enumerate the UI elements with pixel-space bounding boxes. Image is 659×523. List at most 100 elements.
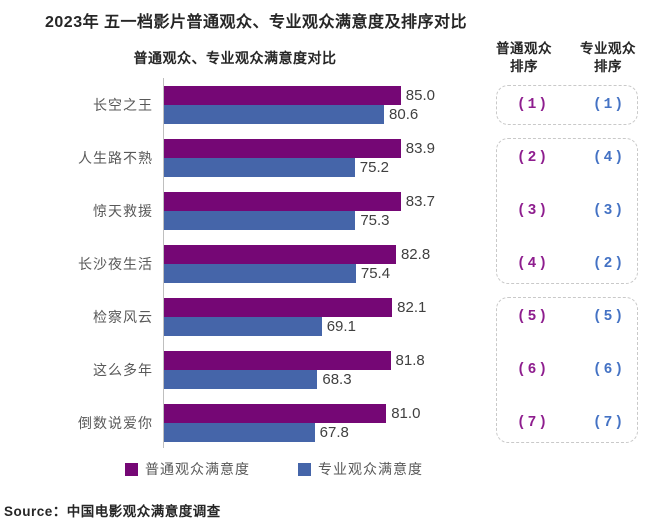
chart-row: 检察风云 82.1 69.1 [0,298,470,336]
bar-pair: 82.8 75.4 [164,245,435,283]
bar-line: 82.8 [164,245,435,264]
legend: 普通观众满意度 专业观众满意度 [125,459,423,479]
rank-header-ordinary-line1: 普通观众 [496,41,552,56]
chart-row: 惊天救援 83.7 75.3 [0,192,470,230]
rank-value-ordinary: (2) [516,150,550,166]
rank-header-ordinary: 普通观众 排序 [482,40,566,76]
value-label-professional: 67.8 [319,424,349,441]
bar-line: 75.4 [164,264,435,283]
bar-pair: 83.9 75.2 [164,139,435,177]
chart-title: 普通观众、专业观众满意度对比 [133,50,337,66]
value-label-professional: 80.6 [389,106,419,123]
category-label: 惊天救援 [93,203,153,219]
bar-line: 81.0 [164,404,435,423]
bar-professional [164,423,315,442]
bar-ordinary [164,351,391,370]
bar-ordinary [164,139,401,158]
value-label-ordinary: 85.0 [405,87,435,104]
category-label: 这么多年 [93,362,153,378]
category-label: 长空之王 [93,97,153,113]
rank-group-box [496,138,638,284]
legend-item-ordinary: 普通观众满意度 [125,459,250,479]
bar-line: 83.7 [164,192,435,211]
category-label: 长沙夜生活 [78,256,153,272]
bar-line: 75.2 [164,158,435,177]
value-label-professional: 69.1 [326,318,356,335]
chart-row: 长空之王 85.0 80.6 [0,86,470,124]
value-label-professional: 75.3 [360,212,390,229]
value-label-ordinary: 81.0 [391,405,421,422]
chart-row: 倒数说爱你 81.0 67.8 [0,404,470,442]
rank-value-professional: (3) [592,203,626,219]
bar-pair: 83.7 75.3 [164,192,435,230]
chart-row: 长沙夜生活 82.8 75.4 [0,245,470,283]
value-label-ordinary: 82.1 [397,299,427,316]
bar-pair: 81.0 67.8 [164,404,435,442]
category-label: 检察风云 [93,309,153,325]
legend-item-professional: 专业观众满意度 [298,459,423,479]
y-axis-line [163,78,164,448]
bar-ordinary [164,298,393,317]
rank-header-professional-line1: 专业观众 [580,41,636,56]
value-label-ordinary: 83.7 [405,193,435,210]
value-label-professional: 68.3 [322,371,352,388]
bar-line: 67.8 [164,423,435,442]
value-label-professional: 75.4 [360,265,391,282]
legend-swatch-ordinary-icon [125,462,138,476]
category-label: 人生路不熟 [78,150,153,166]
rank-value-professional: (2) [592,256,626,272]
bar-line: 83.9 [164,139,435,158]
rank-header-ordinary-line2: 排序 [510,59,538,75]
bar-line: 82.1 [164,298,435,317]
chart-row: 人生路不熟 83.9 75.2 [0,139,470,177]
value-label-professional: 75.2 [359,159,389,176]
source-note: Source：中国电影观众满意度调查 [4,504,221,519]
bar-professional [164,370,318,389]
bar-line: 81.8 [164,351,435,370]
rank-group-box [496,85,638,125]
rank-value-ordinary: (4) [516,256,550,272]
legend-label-ordinary: 普通观众满意度 [145,461,250,477]
bar-professional [164,105,385,124]
rank-value-professional: (5) [592,309,626,325]
rank-value-ordinary: (7) [516,415,550,431]
bar-line: 75.3 [164,211,435,230]
bar-pair: 82.1 69.1 [164,298,435,336]
rank-value-ordinary: (3) [516,203,550,219]
bar-professional [164,264,356,283]
rank-value-professional: (1) [592,97,626,113]
category-label: 倒数说爱你 [78,415,153,431]
legend-swatch-professional-icon [298,462,311,476]
value-label-ordinary: 82.8 [400,246,431,263]
bar-line: 80.6 [164,105,435,124]
bar-line: 68.3 [164,370,435,389]
rank-value-professional: (4) [592,150,626,166]
rank-value-professional: (7) [592,415,626,431]
bar-pair: 81.8 68.3 [164,351,435,389]
rank-header-professional-line2: 排序 [594,59,622,75]
bar-professional [164,158,355,177]
bar-ordinary [164,404,387,423]
rank-value-professional: (6) [592,362,626,378]
bar-pair: 85.0 80.6 [164,86,435,124]
rank-value-ordinary: (1) [516,97,550,113]
legend-label-professional: 专业观众满意度 [318,461,423,477]
rank-header-professional: 专业观众 排序 [566,40,650,76]
value-label-ordinary: 81.8 [395,352,425,369]
rank-value-ordinary: (6) [516,362,550,378]
bar-professional [164,211,356,230]
bar-line: 85.0 [164,86,435,105]
bar-line: 69.1 [164,317,435,336]
rank-group-box [496,297,638,443]
page-title: 2023年 五一档影片普通观众、专业观众满意度及排序对比 [45,14,468,31]
rank-value-ordinary: (5) [516,309,550,325]
bar-ordinary [164,245,396,264]
bar-ordinary [164,192,401,211]
bar-chart: 普通观众、专业观众满意度对比 长空之王 85.0 80.6 人生路不熟 83.9 75.2… [0,50,470,479]
chart-row: 这么多年 81.8 68.3 [0,351,470,389]
value-label-ordinary: 83.9 [405,140,435,157]
ranking-panel: 普通观众 排序 专业观众 排序 (1) (1) (2) (4) (3) (3) (4) (2)… [470,0,659,523]
bar-ordinary [164,86,401,105]
bar-professional [164,317,322,336]
